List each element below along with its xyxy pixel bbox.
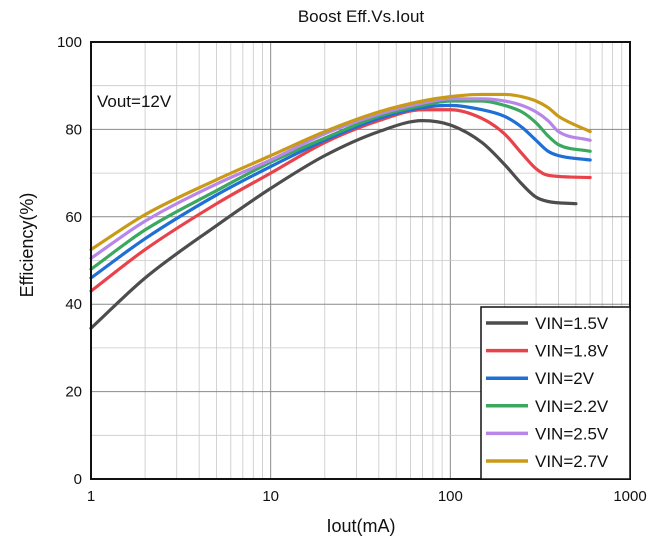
- x-tick-label: 10: [262, 488, 279, 505]
- legend-label-6: VIN=2.7V: [535, 452, 609, 471]
- y-tick-label: 80: [65, 121, 82, 138]
- series-lines: [89, 92, 592, 330]
- series-line-2: [89, 108, 592, 293]
- y-tick-label: 0: [74, 471, 82, 488]
- chart-title: Boost Eff.Vs.Iout: [298, 7, 425, 26]
- y-axis-title: Efficiency(%): [17, 193, 37, 298]
- legend-label-1: VIN=1.5V: [535, 314, 609, 333]
- series-line-5: [89, 97, 592, 260]
- series-line-1: [89, 119, 578, 330]
- series-line-3: [89, 103, 592, 280]
- tick-labels: 1 10 100 1000 0 20 40 60 80 100: [57, 34, 647, 505]
- legend-label-3: VIN=2V: [535, 369, 595, 388]
- y-tick-label: 60: [65, 209, 82, 226]
- y-tick-label: 100: [57, 34, 82, 51]
- y-tick-label: 20: [65, 384, 82, 401]
- x-axis-title: Iout(mA): [326, 516, 395, 536]
- x-tick-label: 1000: [613, 488, 646, 505]
- x-tick-label: 1: [87, 488, 95, 505]
- legend-label-2: VIN=1.8V: [535, 342, 609, 361]
- legend-label-5: VIN=2.5V: [535, 424, 609, 443]
- legend-box: [480, 306, 631, 480]
- series-line-6: [89, 92, 592, 252]
- x-tick-label: 100: [438, 488, 463, 505]
- y-tick-label: 40: [65, 296, 82, 313]
- vout-annotation: Vout=12V: [97, 92, 172, 111]
- legend-label-4: VIN=2.2V: [535, 397, 609, 416]
- series-line-4: [89, 99, 592, 271]
- legend: VIN=1.5V VIN=1.8V VIN=2V VIN=2.2V VIN=2.5V VI…: [480, 306, 631, 480]
- plot-frame: [90, 41, 631, 480]
